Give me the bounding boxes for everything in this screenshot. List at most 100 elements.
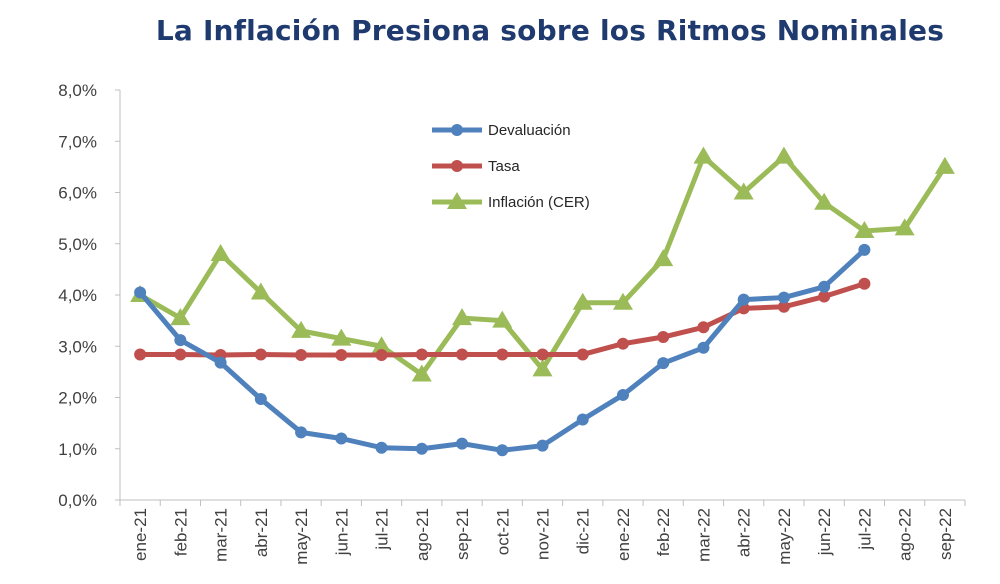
- data-point: [254, 393, 267, 406]
- data-point: [858, 243, 871, 256]
- x-tick-label: dic-21: [574, 508, 593, 554]
- x-tick-label: mar-22: [694, 508, 713, 562]
- y-tick-label: 1,0%: [58, 440, 97, 459]
- x-tick-label: jun-22: [815, 508, 834, 556]
- series-inflacion-cer: [130, 146, 955, 382]
- data-point: [295, 348, 308, 361]
- legend-marker: [447, 192, 467, 209]
- x-tick-label: ene-22: [614, 508, 633, 561]
- series-line: [137, 154, 948, 377]
- legend-label: Inflación (CER): [488, 194, 590, 211]
- y-tick-label: 8,0%: [58, 81, 97, 100]
- data-point: [456, 437, 469, 450]
- y-tick-label: 4,0%: [58, 286, 97, 305]
- x-tick-label: mar-21: [212, 508, 231, 562]
- data-point: [496, 348, 509, 361]
- data-point: [777, 300, 790, 313]
- data-point: [456, 348, 469, 361]
- data-point: [291, 320, 312, 338]
- data-point: [134, 286, 147, 299]
- data-point: [452, 308, 473, 326]
- chart-title: La Inflación Presiona sobre los Ritmos N…: [155, 14, 945, 47]
- x-tick-label: ago-22: [896, 508, 915, 561]
- data-point: [335, 348, 348, 361]
- data-point: [854, 220, 875, 238]
- x-tick-label: may-21: [292, 508, 311, 565]
- x-tick-label: oct-21: [493, 508, 512, 555]
- x-tick-label: sep-22: [936, 508, 955, 560]
- y-tick-label: 3,0%: [58, 337, 97, 356]
- data-point: [858, 277, 871, 290]
- data-point: [777, 291, 790, 304]
- x-tick-label: abr-22: [735, 508, 754, 557]
- y-tick-label: 0,0%: [58, 491, 97, 510]
- data-point: [818, 290, 831, 303]
- data-point: [818, 280, 831, 293]
- data-point: [693, 146, 714, 164]
- data-point: [657, 357, 670, 370]
- series-devaluacion: [134, 243, 871, 457]
- legend: Devaluación Tasa Inflación (CER): [432, 122, 590, 211]
- data-point: [657, 331, 670, 344]
- data-point: [375, 348, 388, 361]
- data-point: [653, 249, 674, 267]
- data-point: [415, 442, 428, 455]
- data-point: [536, 348, 549, 361]
- data-point: [616, 388, 629, 401]
- data-point: [250, 282, 271, 300]
- data-point: [576, 348, 589, 361]
- data-point: [331, 328, 352, 346]
- x-tick-label: ago-21: [413, 508, 432, 561]
- data-point: [134, 348, 147, 361]
- y-tick-label: 5,0%: [58, 235, 97, 254]
- legend-marker: [451, 160, 463, 172]
- data-point: [492, 310, 513, 328]
- x-tick-label: nov-21: [534, 508, 553, 560]
- data-point: [174, 348, 187, 361]
- x-tick-label: sep-21: [453, 508, 472, 560]
- data-point: [254, 348, 267, 361]
- data-point: [814, 192, 835, 210]
- data-point: [536, 439, 549, 452]
- data-point: [532, 359, 553, 377]
- legend-marker: [451, 124, 463, 136]
- data-point: [616, 337, 629, 350]
- data-point: [335, 432, 348, 445]
- y-tick-label: 7,0%: [58, 132, 97, 151]
- data-point: [210, 244, 231, 261]
- data-point: [170, 308, 191, 326]
- data-point: [415, 348, 428, 361]
- data-point: [894, 218, 915, 236]
- legend-item: Inflación (CER): [432, 192, 590, 211]
- data-point: [733, 182, 754, 200]
- data-point: [371, 336, 392, 354]
- legend-item: Devaluación: [432, 122, 571, 139]
- data-point: [174, 334, 187, 347]
- data-point: [697, 321, 710, 334]
- x-tick-label: abr-21: [252, 508, 271, 557]
- x-tick-label: jul-21: [373, 508, 392, 551]
- data-point: [576, 413, 589, 426]
- x-tick-label: ene-21: [131, 508, 150, 561]
- y-tick-label: 2,0%: [58, 389, 97, 408]
- legend-label: Devaluación: [488, 122, 571, 139]
- legend-label: Tasa: [488, 158, 520, 175]
- legend-item: Tasa: [432, 158, 520, 175]
- x-tick-label: feb-21: [171, 508, 190, 556]
- x-tick-label: jul-22: [855, 508, 874, 551]
- y-tick-label: 6,0%: [58, 184, 97, 203]
- data-point: [295, 426, 308, 439]
- data-point: [214, 356, 227, 369]
- data-point: [737, 293, 750, 306]
- x-tick-label: feb-22: [654, 508, 673, 556]
- data-point: [773, 146, 794, 164]
- data-point: [697, 341, 710, 354]
- data-point: [496, 444, 509, 457]
- data-point: [375, 441, 388, 454]
- data-point: [572, 292, 593, 310]
- series-tasa: [134, 277, 871, 361]
- x-tick-label: may-22: [775, 508, 794, 565]
- x-tick-label: jun-21: [332, 508, 351, 556]
